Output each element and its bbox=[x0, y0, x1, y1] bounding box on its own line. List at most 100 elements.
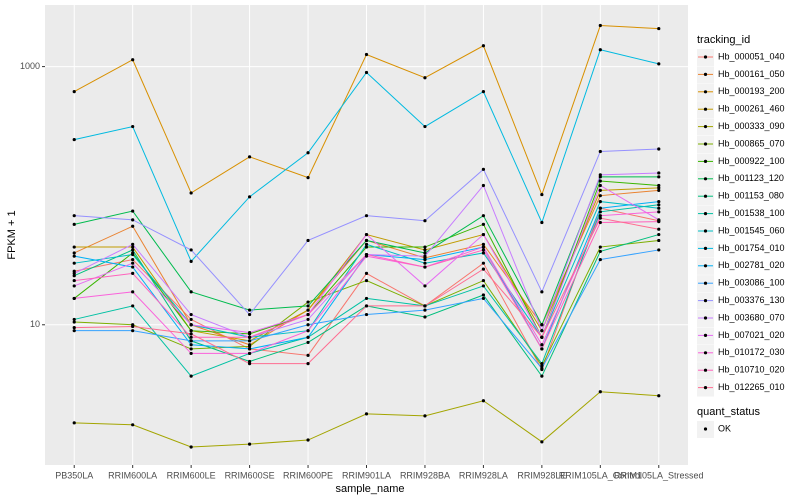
data-point bbox=[598, 199, 602, 204]
data-point bbox=[481, 399, 486, 403]
data-point bbox=[306, 308, 310, 312]
data-point bbox=[598, 245, 602, 249]
legend-key-point bbox=[703, 55, 708, 59]
data-point bbox=[540, 220, 544, 225]
y-tick-label: 10 bbox=[30, 319, 40, 329]
legend-key-point bbox=[703, 246, 708, 250]
data-point bbox=[131, 257, 135, 262]
legend-label: Hb_003680_070 bbox=[718, 312, 785, 322]
data-point bbox=[131, 304, 135, 308]
legend-key-point bbox=[703, 90, 708, 94]
data-point bbox=[306, 340, 310, 345]
data-point bbox=[364, 296, 369, 301]
data-point bbox=[481, 183, 486, 188]
data-point bbox=[72, 284, 76, 288]
legend-label: Hb_001545_060 bbox=[718, 225, 785, 235]
data-point bbox=[598, 183, 602, 188]
data-point bbox=[131, 124, 135, 129]
data-point bbox=[598, 249, 602, 254]
legend-title: tracking_id bbox=[697, 34, 750, 46]
data-point bbox=[481, 222, 486, 226]
data-point bbox=[657, 62, 661, 66]
data-point bbox=[540, 290, 544, 294]
data-point bbox=[598, 23, 602, 28]
data-point bbox=[131, 271, 135, 276]
data-point bbox=[598, 173, 602, 177]
data-point bbox=[306, 323, 310, 327]
data-point bbox=[657, 199, 661, 204]
data-point bbox=[247, 359, 252, 364]
x-tick-label: RRIM600LA bbox=[108, 470, 157, 480]
data-point bbox=[131, 329, 135, 333]
data-point bbox=[72, 214, 76, 218]
data-point bbox=[306, 317, 310, 322]
legend-key-point bbox=[703, 368, 708, 372]
data-point bbox=[481, 232, 486, 237]
data-point bbox=[423, 265, 427, 269]
data-point bbox=[72, 278, 76, 283]
data-point bbox=[423, 76, 427, 80]
data-point bbox=[131, 58, 135, 62]
data-point bbox=[72, 251, 76, 255]
data-point bbox=[423, 261, 427, 265]
data-point bbox=[72, 269, 76, 273]
data-point bbox=[247, 312, 252, 317]
legend-key-point bbox=[703, 177, 708, 181]
x-tick-label: RRIM600SE bbox=[225, 470, 275, 480]
legend-key-point bbox=[703, 299, 708, 303]
data-point bbox=[481, 90, 486, 94]
legend-key-point bbox=[703, 386, 708, 390]
data-point bbox=[364, 242, 369, 246]
data-point bbox=[364, 252, 369, 257]
data-point bbox=[657, 147, 661, 151]
data-point bbox=[189, 323, 193, 327]
data-point bbox=[540, 323, 544, 327]
data-point bbox=[423, 254, 427, 258]
data-point bbox=[364, 312, 369, 317]
x-tick-label: RRIM105LA_Stressed bbox=[614, 470, 704, 480]
data-point bbox=[306, 238, 310, 243]
data-point bbox=[540, 362, 544, 366]
legend-key-point bbox=[703, 159, 708, 163]
data-point bbox=[364, 278, 369, 283]
data-point bbox=[306, 176, 310, 180]
x-axis-title: sample_name bbox=[335, 483, 404, 495]
legend-label: Hb_000261_460 bbox=[718, 104, 785, 114]
data-point bbox=[247, 344, 252, 349]
data-point bbox=[364, 70, 369, 75]
legend-key-point bbox=[703, 194, 708, 198]
legend-label: Hb_000193_200 bbox=[718, 86, 785, 96]
data-point bbox=[481, 293, 486, 297]
data-point bbox=[189, 317, 193, 322]
data-point bbox=[481, 44, 486, 48]
data-point bbox=[364, 245, 369, 249]
data-point bbox=[540, 343, 544, 347]
data-point bbox=[131, 261, 135, 265]
legend-label: Hb_000161_050 bbox=[718, 69, 785, 79]
data-point bbox=[72, 137, 76, 142]
data-point bbox=[423, 124, 427, 129]
legend-key-point bbox=[703, 264, 708, 268]
legend-key-point bbox=[703, 333, 708, 337]
legend-label: Hb_002781_020 bbox=[718, 260, 785, 270]
data-point bbox=[598, 194, 602, 198]
x-tick-label: RRIM105LA_Control bbox=[559, 470, 642, 480]
data-point bbox=[598, 206, 602, 210]
data-point bbox=[598, 220, 602, 225]
legend-key-point bbox=[703, 229, 708, 233]
data-point bbox=[306, 329, 310, 333]
data-point bbox=[72, 245, 76, 249]
data-point bbox=[423, 248, 427, 252]
legend-key-point bbox=[703, 212, 708, 216]
point-legend-label: OK bbox=[718, 423, 731, 433]
data-point bbox=[306, 362, 310, 366]
data-point bbox=[481, 242, 486, 246]
data-point bbox=[481, 214, 486, 218]
data-point bbox=[598, 188, 602, 192]
data-point bbox=[72, 254, 76, 258]
legend-label: Hb_012265_010 bbox=[718, 382, 785, 392]
x-tick-label: RRIM928LA bbox=[459, 470, 508, 480]
legend-label: Hb_001153_080 bbox=[718, 191, 784, 201]
data-point bbox=[306, 304, 310, 308]
data-point bbox=[247, 195, 252, 199]
